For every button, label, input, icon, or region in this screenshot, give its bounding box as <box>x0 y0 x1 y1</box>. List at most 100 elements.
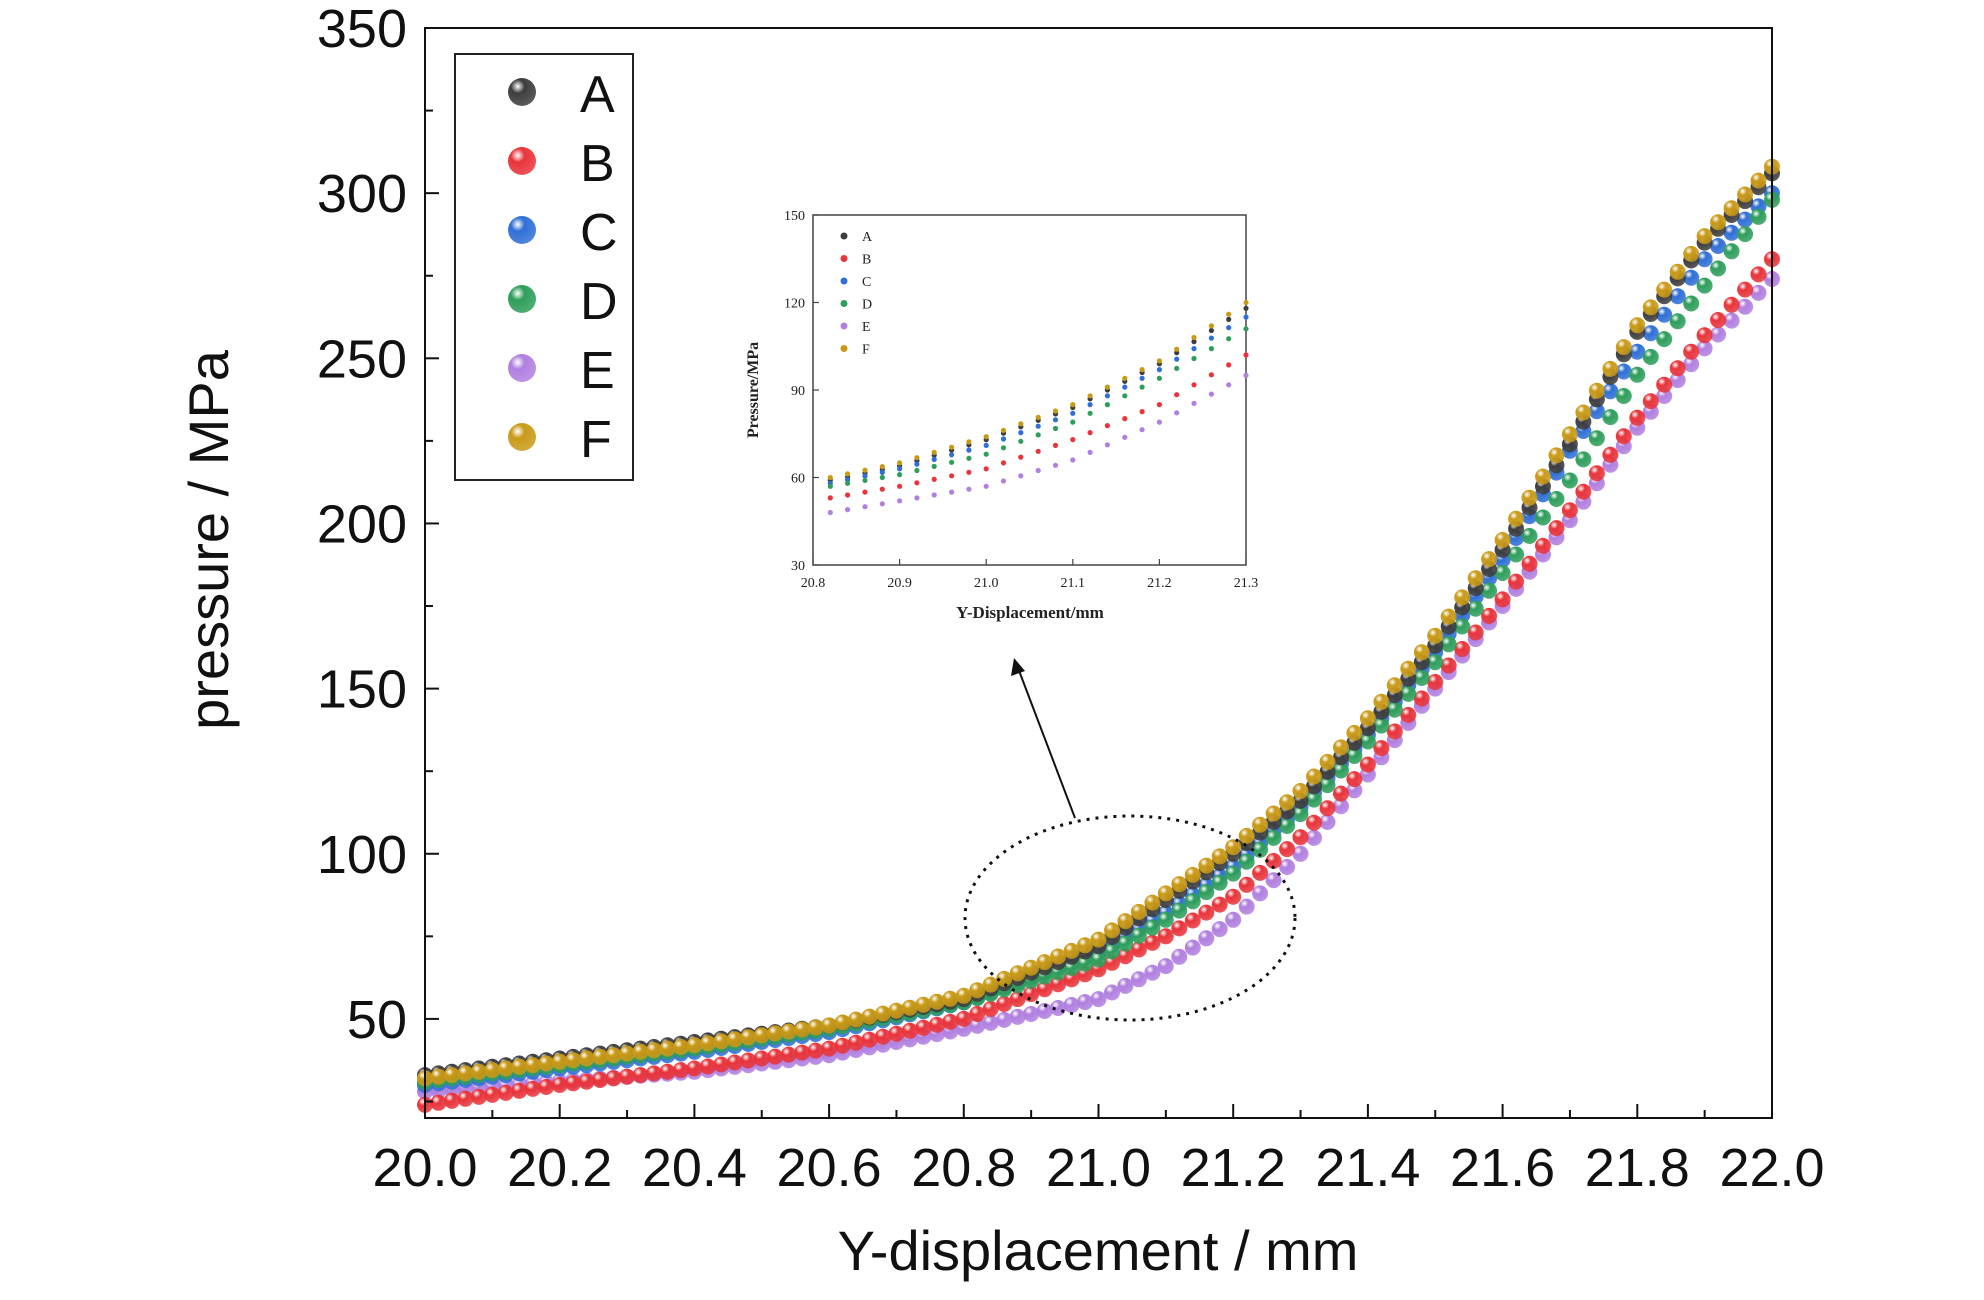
data-point-b <box>1036 981 1053 998</box>
data-point-d <box>1279 818 1296 834</box>
inset-point-e <box>1243 372 1249 378</box>
data-point-f <box>780 1023 797 1040</box>
inset-point-d <box>983 451 989 457</box>
inset-series-f <box>827 299 1249 481</box>
inset-point-c <box>1035 423 1041 429</box>
data-point-d <box>1710 260 1727 277</box>
data-point-f <box>1669 263 1686 280</box>
inset-point-a <box>1226 316 1232 322</box>
inset-point-e <box>1070 457 1076 463</box>
data-point-d <box>1629 366 1646 383</box>
data-point-f <box>1642 299 1659 316</box>
inset-point-b <box>862 489 868 495</box>
inset-point-f <box>1208 323 1214 329</box>
data-point-f <box>497 1060 514 1077</box>
data-point-b <box>1683 343 1700 360</box>
data-point-e <box>1306 829 1322 846</box>
data-point-f <box>1413 644 1430 661</box>
data-point-f <box>1710 214 1727 231</box>
data-point-e <box>1198 930 1215 947</box>
data-point-b <box>592 1072 609 1088</box>
data-point-c <box>1710 238 1727 254</box>
legend-marker-b <box>508 147 536 175</box>
data-point-f <box>1359 710 1376 727</box>
x-axis-title: Y-displacement / mm <box>838 1219 1359 1282</box>
y-tick-label: 50 <box>347 990 407 1050</box>
data-point-f <box>511 1058 528 1075</box>
data-point-b <box>1548 520 1565 537</box>
inset-point-e <box>966 486 972 492</box>
data-point-d <box>1198 884 1215 901</box>
inset-point-b <box>1087 430 1093 436</box>
data-point-b <box>1454 641 1471 657</box>
inset-point-d <box>1139 384 1145 390</box>
data-point-b <box>605 1070 622 1087</box>
data-point-f <box>524 1057 541 1074</box>
data-point-b <box>1130 941 1147 958</box>
data-point-f <box>969 982 986 999</box>
data-point-f <box>1184 866 1201 883</box>
inset-point-c <box>1174 356 1180 362</box>
data-point-d <box>1306 791 1322 808</box>
inset-point-b <box>1243 352 1249 358</box>
data-point-b <box>632 1067 649 1084</box>
data-point-e <box>1737 298 1754 315</box>
inset-legend-label-e: E <box>862 320 871 335</box>
data-point-b <box>1117 948 1134 965</box>
inset-point-e <box>931 492 937 498</box>
data-point-d <box>1481 582 1498 599</box>
data-point-f <box>955 987 972 1004</box>
data-point-f <box>1602 360 1619 377</box>
data-point-f <box>982 976 999 993</box>
data-point-f <box>592 1048 609 1065</box>
data-point-c <box>1737 211 1754 228</box>
data-point-b <box>1494 591 1511 608</box>
data-point-d <box>1144 919 1161 936</box>
inset-point-e <box>983 483 989 489</box>
data-point-d <box>1333 762 1349 779</box>
inset-point-c <box>1139 375 1145 381</box>
data-point-b <box>901 1022 918 1039</box>
data-point-e <box>1225 911 1242 928</box>
data-point-d <box>1508 546 1525 563</box>
inset-points <box>827 299 1249 516</box>
data-point-d <box>1104 943 1120 960</box>
data-point-b <box>470 1088 487 1105</box>
data-point-f <box>807 1019 824 1036</box>
data-point-b <box>928 1016 945 1033</box>
data-point-e <box>1279 859 1296 875</box>
inset-point-f <box>1139 367 1145 373</box>
data-point-d <box>1265 829 1282 846</box>
data-point-d <box>1252 841 1269 858</box>
x-tick-label: 20.8 <box>911 1138 1016 1198</box>
data-point-e <box>1171 948 1188 965</box>
x-tick-label: 22.0 <box>1719 1138 1824 1198</box>
inset-point-d <box>931 463 937 469</box>
inset-point-e <box>949 489 955 495</box>
inset-point-f <box>949 444 955 450</box>
data-point-e <box>1184 939 1201 956</box>
data-point-f <box>1737 186 1754 203</box>
data-point-f <box>1157 885 1174 902</box>
x-tick-label: 21.0 <box>1046 1138 1151 1198</box>
data-point-f <box>1130 903 1147 920</box>
data-point-f <box>1696 228 1713 245</box>
data-point-d <box>1494 565 1511 581</box>
data-point-f <box>1063 942 1080 959</box>
data-point-b <box>1157 928 1174 945</box>
data-point-b <box>619 1068 635 1085</box>
data-point-f <box>1238 827 1255 844</box>
zoom-ellipse <box>963 814 1297 1022</box>
data-point-b <box>1104 954 1120 971</box>
data-point-f <box>1144 894 1161 911</box>
data-point-d <box>1211 874 1228 891</box>
inset-point-b <box>845 492 851 498</box>
inset-point-d <box>1174 365 1180 371</box>
data-point-f <box>726 1031 743 1048</box>
data-point-f <box>1333 739 1349 756</box>
inset-point-e <box>1018 473 1024 479</box>
inset-point-e <box>914 495 920 501</box>
inset-point-c <box>1070 410 1076 416</box>
